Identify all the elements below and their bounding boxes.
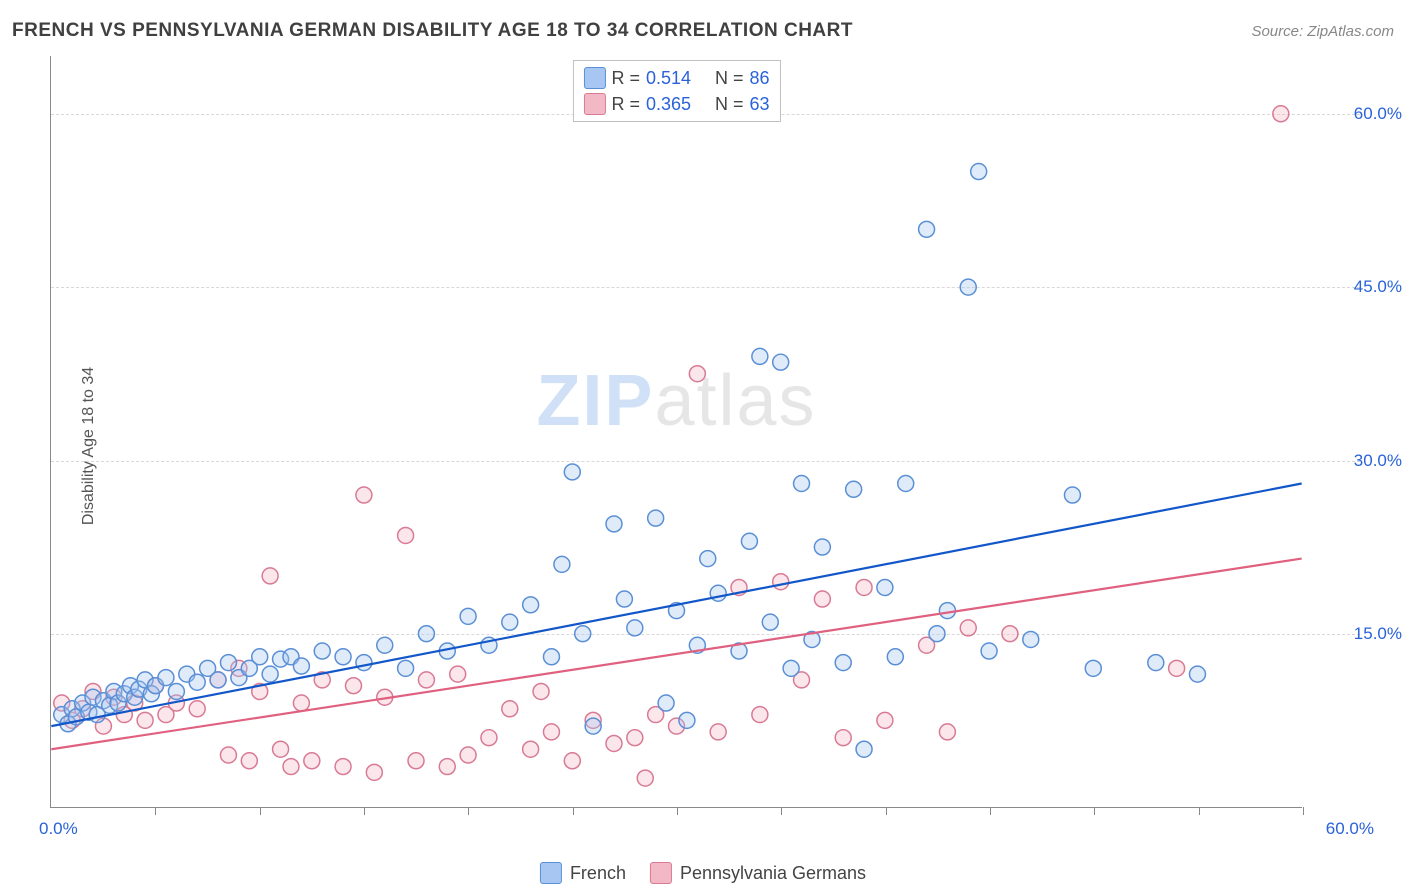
swatch-pagerman bbox=[583, 93, 605, 115]
y-tick-label: 15.0% bbox=[1312, 624, 1402, 644]
source-attribution: Source: ZipAtlas.com bbox=[1251, 23, 1394, 40]
correlation-row-pagerman: R = 0.365 N = 63 bbox=[583, 91, 769, 117]
y-tick-label: 60.0% bbox=[1312, 104, 1402, 124]
legend-item-french: French bbox=[540, 862, 626, 884]
n-value-french: 86 bbox=[750, 68, 770, 89]
r-value-pagerman: 0.365 bbox=[646, 94, 691, 115]
y-tick-label: 45.0% bbox=[1312, 277, 1402, 297]
series-legend: French Pennsylvania Germans bbox=[540, 862, 866, 884]
correlation-row-french: R = 0.514 N = 86 bbox=[583, 65, 769, 91]
n-label: N = bbox=[715, 94, 744, 115]
n-value-pagerman: 63 bbox=[750, 94, 770, 115]
swatch-pagerman bbox=[650, 862, 672, 884]
chart-title: FRENCH VS PENNSYLVANIA GERMAN DISABILITY… bbox=[12, 20, 853, 42]
y-tick-label: 30.0% bbox=[1312, 451, 1402, 471]
r-value-french: 0.514 bbox=[646, 68, 691, 89]
legend-item-pagerman: Pennsylvania Germans bbox=[650, 862, 866, 884]
n-label: N = bbox=[715, 68, 744, 89]
swatch-french bbox=[583, 67, 605, 89]
scatter-svg bbox=[51, 56, 1302, 807]
legend-label-french: French bbox=[570, 863, 626, 884]
swatch-french bbox=[540, 862, 562, 884]
r-label: R = bbox=[611, 68, 640, 89]
x-axis-max-label: 60.0% bbox=[1326, 819, 1374, 839]
legend-label-pagerman: Pennsylvania Germans bbox=[680, 863, 866, 884]
x-ticks bbox=[51, 807, 1302, 815]
r-label: R = bbox=[611, 94, 640, 115]
plot-area: 0.0% 60.0% ZIPatlas R = 0.514 N = 86 R =… bbox=[50, 56, 1302, 808]
correlation-legend: R = 0.514 N = 86 R = 0.365 N = 63 bbox=[572, 60, 780, 122]
x-axis-min-label: 0.0% bbox=[39, 819, 78, 839]
chart-header: FRENCH VS PENNSYLVANIA GERMAN DISABILITY… bbox=[12, 20, 1394, 42]
